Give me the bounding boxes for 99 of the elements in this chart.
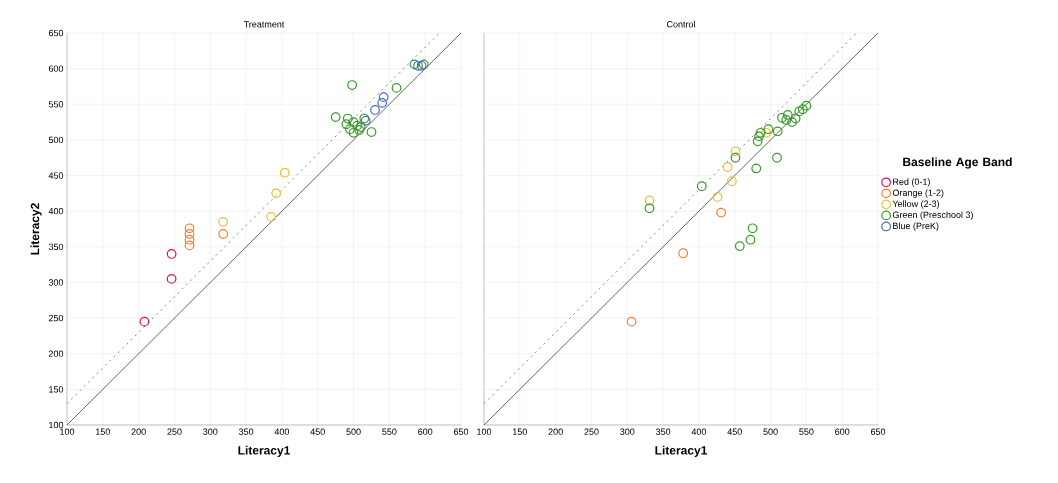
x-tick-label: 500 [346, 428, 361, 435]
point [752, 136, 763, 147]
point [772, 126, 783, 137]
x-tick-label: 250 [584, 428, 599, 435]
x-tick-label: 200 [548, 428, 563, 435]
y-tick-label: 500 [48, 136, 64, 144]
y-tick-label: 150 [49, 386, 64, 393]
x-tick-label: 500 [763, 428, 778, 435]
x-tick-label: 350 [655, 428, 671, 435]
y-tick-label: 550 [48, 101, 64, 108]
x-tick-label: 200 [131, 428, 146, 435]
x-tick-label: 350 [238, 428, 254, 435]
x-tick-label: 650 [870, 428, 886, 435]
point [279, 167, 290, 178]
point [391, 82, 402, 93]
point [782, 110, 793, 120]
x-tick-label: 550 [799, 428, 814, 435]
x-tick-label: 100 [60, 428, 75, 435]
y-tick-label: 200 [48, 350, 64, 357]
x-tick-label: 100 [477, 428, 492, 435]
point [330, 112, 341, 122]
point [218, 216, 229, 227]
x-tick-label: 250 [167, 428, 182, 435]
point [678, 248, 689, 259]
point [734, 241, 745, 252]
y-tick-label: 100 [49, 421, 64, 429]
y-tick-label: 600 [48, 65, 64, 72]
x-tick-label: 150 [96, 428, 110, 435]
point [184, 240, 195, 251]
point [801, 100, 812, 111]
point [366, 127, 377, 137]
legend-label: Red (0-1) [893, 178, 930, 187]
point [413, 60, 423, 71]
point [266, 211, 277, 222]
point [184, 223, 195, 234]
point [716, 207, 727, 218]
point [271, 188, 282, 199]
x-tick-label: 550 [382, 428, 397, 435]
chart-title: Control [666, 20, 695, 28]
x-tick-label: 650 [453, 428, 469, 435]
point [726, 176, 737, 187]
point [218, 229, 229, 239]
point [754, 131, 764, 142]
legend-title: Baseline Age Band [903, 157, 1012, 169]
x-tick-label: 450 [727, 428, 742, 435]
point [777, 112, 787, 123]
x-axis-title: Literacy1 [655, 445, 708, 457]
point [626, 316, 637, 327]
x-tick-label: 300 [620, 428, 635, 435]
x-tick-label: 600 [835, 428, 850, 435]
point [347, 80, 358, 90]
point [409, 59, 420, 70]
point [184, 229, 195, 239]
x-tick-label: 400 [691, 428, 707, 435]
point [644, 195, 655, 206]
point [722, 162, 733, 172]
point [712, 192, 723, 202]
point [755, 127, 766, 138]
point [730, 146, 741, 157]
point [139, 316, 150, 327]
y-tick-label: 250 [48, 314, 64, 322]
point [184, 234, 195, 245]
x-axis-title: Literacy1 [238, 445, 291, 457]
point [730, 152, 741, 163]
point [787, 117, 797, 127]
point [166, 249, 177, 259]
y-axis-title: Literacy2 [30, 203, 42, 255]
point [166, 273, 177, 284]
legend-label: Green (Preschool 3) [892, 211, 973, 220]
point [341, 119, 352, 130]
x-tick-label: 300 [203, 428, 218, 435]
point [747, 223, 758, 234]
x-tick-label: 450 [310, 428, 325, 435]
point [370, 105, 380, 115]
chart-title: Treatment [243, 21, 285, 28]
point [345, 124, 355, 135]
point [772, 152, 782, 163]
y-tick-label: 300 [48, 279, 64, 286]
y-tick-label: 350 [48, 243, 64, 251]
point [644, 203, 655, 214]
x-tick-label: 150 [513, 428, 527, 435]
point [696, 181, 707, 192]
legend-label: Blue (PreK) [893, 222, 939, 231]
point [745, 234, 756, 245]
point [342, 113, 353, 124]
point [348, 127, 359, 138]
point [378, 92, 389, 103]
point [751, 163, 762, 174]
y-tick-label: 450 [48, 172, 64, 179]
x-tick-label: 400 [274, 428, 290, 435]
point [781, 115, 792, 125]
point [348, 117, 359, 127]
legend-label: Orange (1-2) [892, 189, 944, 198]
y-tick-label: 400 [48, 207, 64, 215]
point [377, 97, 388, 108]
x-tick-label: 600 [418, 428, 433, 435]
y-tick-label: 650 [48, 29, 64, 37]
legend-label: Yellow (2-3) [892, 200, 940, 209]
point [790, 113, 801, 124]
